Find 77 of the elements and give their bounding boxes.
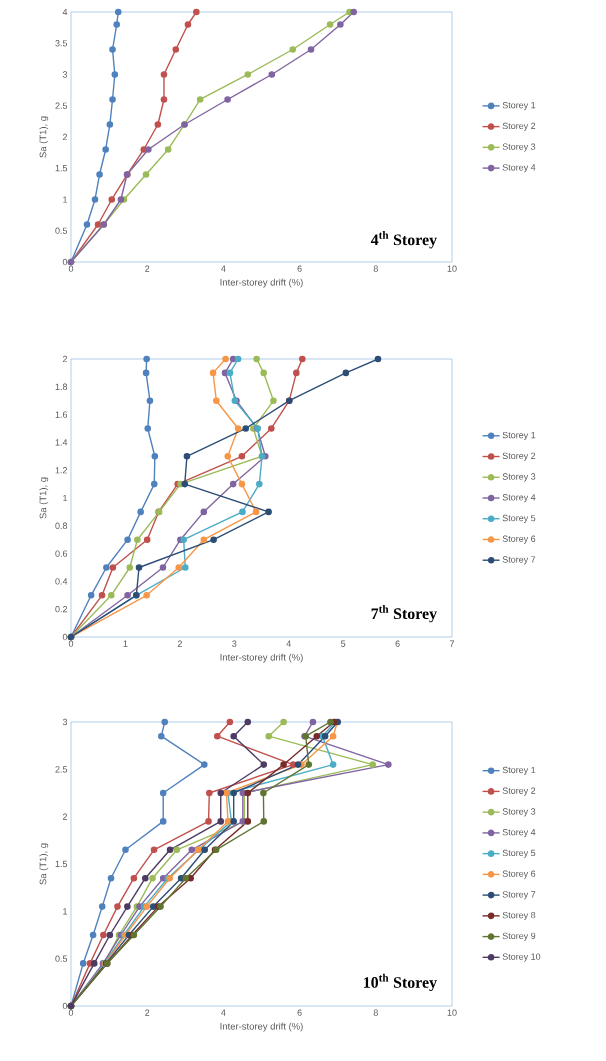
x-axis-title: Inter-storey drift (%) (220, 1022, 303, 1032)
legend-label: Storey 6 (502, 870, 536, 879)
y-tick-label: 1 (63, 196, 68, 203)
y-tick-label: 0 (62, 633, 68, 641)
y-tick-label: 1.5 (55, 860, 68, 868)
y-tick-label: 0 (62, 1002, 68, 1010)
y-tick-label: 1 (63, 494, 68, 502)
legend-label: Storey 2 (502, 452, 536, 461)
legend-label: Storey 2 (502, 787, 536, 796)
legend-label: Storey 7 (502, 891, 536, 900)
y-tick-label: 0.6 (55, 550, 68, 557)
text: 7$^{th}$ Storey (371, 604, 437, 623)
y-tick-label: 0.4 (55, 578, 68, 585)
x-tick-label: 3 (232, 640, 237, 647)
y-tick-label: 4 (62, 8, 68, 16)
y-tick-label: 0.8 (55, 522, 68, 529)
y-tick-label: 0.2 (55, 606, 68, 613)
legend-label: Storey 4 (502, 494, 536, 503)
legend-label: Storey 1 (502, 766, 536, 775)
y-axis-title: Sa (T1), g (39, 116, 49, 158)
y-tick-label: 3.5 (55, 40, 68, 47)
legend-label: Storey 1 (502, 431, 536, 441)
legend-label: Storey 5 (502, 849, 536, 858)
y-tick-label: 1 (63, 908, 68, 915)
x-tick-label: 2 (177, 640, 182, 647)
y-tick-label: 3 (62, 71, 68, 78)
y-tick-label: 2.5 (55, 766, 68, 773)
x-tick-label: 0 (68, 640, 74, 647)
y-axis-title: Sa (T1), g (39, 843, 49, 885)
y-tick-label: 1.2 (55, 467, 68, 474)
x-tick-label: 10 (447, 1009, 457, 1016)
x-tick-label: 0 (68, 265, 74, 272)
x-tick-label: 2 (145, 265, 150, 272)
legend-label: Storey 8 (502, 911, 536, 921)
y-tick-label: 1.5 (55, 165, 68, 172)
y-axis-title: Sa (T1), g (39, 477, 49, 519)
legend-label: Storey 4 (502, 164, 536, 173)
x-tick-label: 7 (449, 640, 455, 647)
y-tick-label: 1.4 (55, 439, 68, 446)
text: 10$^{th}$ Storey (364, 973, 437, 992)
x-tick-label: 10 (447, 265, 457, 272)
x-tick-label: 4 (286, 640, 291, 647)
legend-label: Storey 3 (502, 808, 536, 817)
x-axis-title: Inter-storey drift (%) (220, 278, 303, 288)
x-tick-label: 6 (395, 640, 400, 647)
y-tick-label: 0 (62, 258, 68, 266)
y-tick-label: 1.6 (55, 411, 68, 418)
x-tick-label: 4 (221, 265, 226, 272)
x-tick-label: 6 (297, 265, 302, 272)
legend-label: Storey 1 (502, 102, 536, 111)
x-tick-label: 8 (373, 1009, 378, 1016)
legend-label: Storey 3 (502, 473, 536, 482)
legend-label: Storey 5 (502, 514, 536, 523)
y-tick-label: 3 (62, 718, 68, 726)
legend-label: Storey 6 (502, 535, 536, 544)
text: 4$^{th}$ Storey (370, 231, 437, 249)
legend-label: Storey 2 (502, 122, 536, 131)
legend-label: Storey 4 (502, 829, 536, 838)
legend-label: Storey 7 (502, 556, 536, 565)
y-tick-label: 0.5 (55, 227, 68, 234)
y-tick-label: 0.5 (55, 955, 68, 962)
y-tick-label: 2 (62, 813, 68, 820)
x-tick-label: 8 (373, 265, 378, 272)
x-tick-label: 6 (297, 1009, 302, 1016)
legend-label: Storey 10 (502, 953, 541, 962)
x-tick-label: 1 (123, 640, 128, 647)
y-tick-label: 1.8 (55, 383, 68, 390)
y-tick-label: 2 (62, 355, 68, 363)
x-tick-label: 0 (68, 1009, 74, 1016)
x-tick-label: 2 (145, 1009, 150, 1016)
x-tick-label: 5 (341, 640, 346, 647)
legend-label: Storey 9 (502, 932, 536, 941)
legend-label: Storey 3 (502, 143, 536, 152)
y-tick-label: 2 (62, 133, 68, 141)
x-axis-title: Inter-storey drift (%) (220, 653, 303, 663)
x-tick-label: 4 (221, 1009, 226, 1016)
y-tick-label: 2.5 (55, 102, 68, 109)
